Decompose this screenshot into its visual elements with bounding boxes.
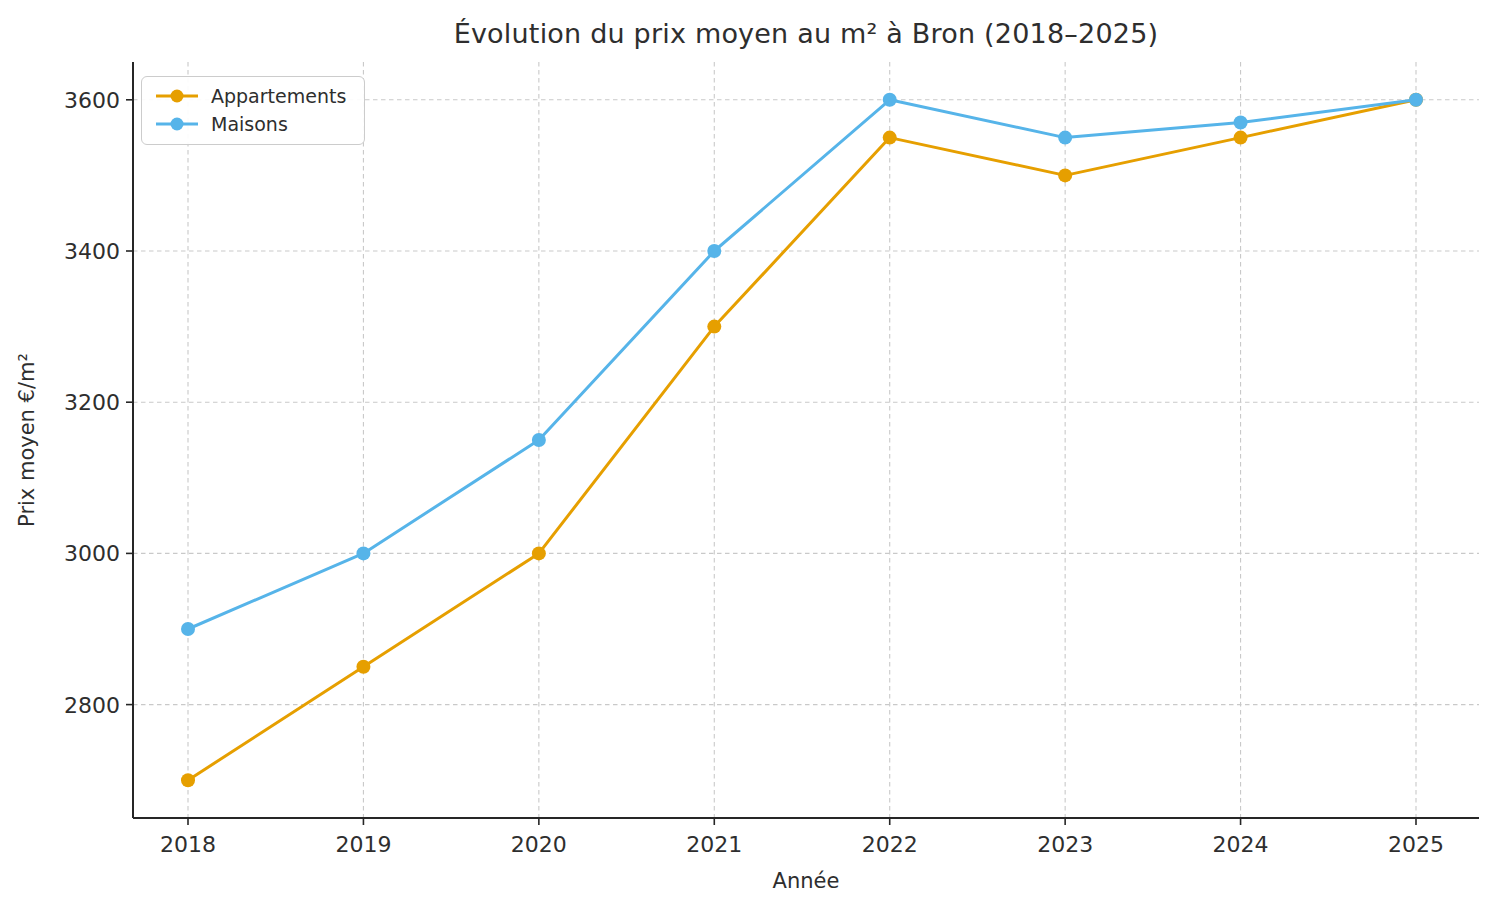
legend-label-appartements: Appartements [211,86,346,107]
y-axis-label: Prix moyen €/m² [15,353,39,527]
y-tick-label-3600: 3600 [64,88,120,113]
y-tick-label-3000: 3000 [64,541,120,566]
maisons-point-2025 [1409,93,1423,107]
appartements-point-2019 [356,660,370,674]
maisons-point-2024 [1234,115,1248,129]
x-tick-label-2019: 2019 [335,832,391,857]
x-tick-label-2022: 2022 [862,832,918,857]
legend-item-appartements: Appartements [154,86,346,107]
maisons-point-2021 [707,244,721,258]
maisons-point-2018 [181,622,195,636]
maisons-line-marker-icon [154,116,200,132]
chart-figure: Évolution du prix moyen au m² à Bron (20… [0,0,1500,900]
x-tick-label-2021: 2021 [686,832,742,857]
x-axis-label: Année [773,869,840,893]
y-tick-label-2800: 2800 [64,693,120,718]
maisons-point-2019 [356,546,370,560]
x-tick-label-2023: 2023 [1037,832,1093,857]
appartements-line [188,100,1416,780]
legend-label-maisons: Maisons [211,114,288,135]
appartements-point-2021 [707,320,721,334]
x-tick-label-2018: 2018 [160,832,216,857]
appartements-point-2018 [181,773,195,787]
legend: Appartements Maisons [141,76,365,145]
x-tick-label-2025: 2025 [1388,832,1444,857]
maisons-point-2020 [532,433,546,447]
y-tick-label-3200: 3200 [64,390,120,415]
appartements-point-2020 [532,546,546,560]
maisons-point-2022 [883,93,897,107]
appartements-point-2023 [1058,168,1072,182]
x-tick-label-2024: 2024 [1213,832,1269,857]
x-tick-label-2020: 2020 [511,832,567,857]
maisons-point-2023 [1058,131,1072,145]
appartements-line-marker-icon [154,88,200,104]
maisons-line [188,100,1416,629]
y-tick-label-3400: 3400 [64,239,120,264]
appartements-point-2024 [1234,131,1248,145]
legend-item-maisons: Maisons [154,114,346,135]
appartements-point-2022 [883,131,897,145]
